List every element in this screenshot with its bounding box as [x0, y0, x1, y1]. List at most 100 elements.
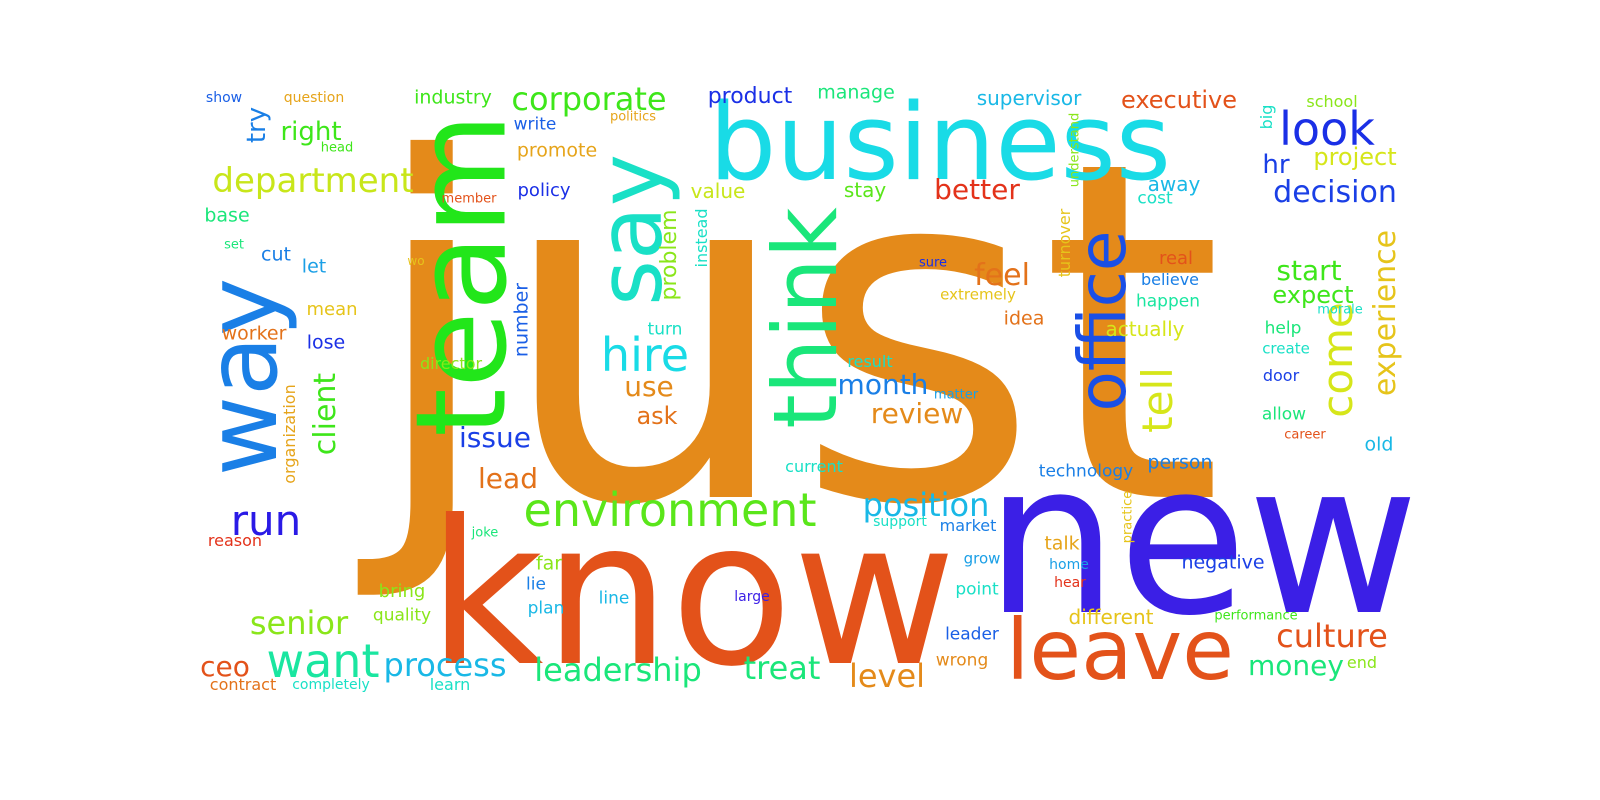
- word: understand: [1067, 112, 1083, 188]
- word: real: [1158, 248, 1194, 269]
- word: turn: [647, 319, 683, 340]
- word: end: [1346, 653, 1378, 672]
- word: actually: [1105, 317, 1185, 341]
- word: different: [1068, 605, 1154, 629]
- word: help: [1264, 318, 1302, 339]
- word: culture: [1276, 617, 1388, 655]
- word: base: [204, 204, 250, 227]
- word: hr: [1262, 150, 1290, 180]
- word: question: [283, 90, 345, 106]
- word: large: [734, 589, 770, 605]
- word: happen: [1135, 291, 1201, 312]
- word: feel: [974, 258, 1030, 293]
- word: support: [873, 514, 927, 530]
- word: ask: [636, 402, 678, 430]
- word: door: [1262, 366, 1300, 385]
- word: home: [1049, 557, 1089, 573]
- word: learn: [429, 675, 471, 694]
- word: quality: [372, 605, 432, 626]
- word: cut: [261, 243, 291, 266]
- word: show: [205, 90, 243, 106]
- word: matter: [933, 387, 979, 403]
- word: stay: [843, 178, 887, 202]
- word: worker: [221, 322, 287, 345]
- word: project: [1313, 143, 1397, 171]
- word: better: [934, 173, 1020, 206]
- word: morale: [1317, 302, 1363, 318]
- word: head: [320, 140, 354, 156]
- word: current: [785, 457, 843, 476]
- word: line: [598, 588, 630, 609]
- word: old: [1364, 433, 1394, 456]
- word: client: [308, 372, 343, 456]
- word: experience: [1368, 229, 1403, 397]
- word: start: [1276, 254, 1342, 287]
- word: policy: [517, 180, 571, 201]
- word: turnover: [1055, 208, 1074, 278]
- word: leader: [945, 624, 999, 645]
- word: leave: [1006, 601, 1234, 699]
- word: point: [955, 579, 999, 600]
- word: mean: [306, 299, 358, 320]
- word: problem: [657, 209, 682, 301]
- word: hear: [1054, 575, 1086, 591]
- word: grow: [963, 549, 1001, 568]
- word: level: [848, 657, 926, 695]
- word: joke: [471, 525, 499, 541]
- word: month: [837, 368, 929, 401]
- word: talk: [1044, 532, 1080, 555]
- word: school: [1306, 92, 1358, 111]
- word: lie: [526, 574, 546, 595]
- word: treat: [743, 649, 821, 687]
- word: know: [427, 478, 957, 711]
- word: decision: [1273, 175, 1397, 210]
- word: lead: [478, 462, 538, 495]
- word: want: [266, 634, 380, 688]
- word: expect: [1272, 281, 1354, 309]
- word: wrong: [935, 650, 989, 671]
- word: result: [847, 352, 893, 371]
- word: industry: [414, 86, 492, 109]
- word: process: [383, 646, 507, 684]
- word: promote: [516, 139, 598, 162]
- word: person: [1147, 451, 1213, 474]
- word: tell: [1133, 367, 1182, 433]
- word: position: [862, 486, 990, 524]
- word: negative: [1181, 551, 1265, 574]
- word: ceo: [200, 650, 250, 683]
- word: organization: [280, 384, 299, 484]
- word: director: [419, 354, 483, 373]
- word: instead: [692, 208, 711, 268]
- word: write: [513, 114, 557, 135]
- word: value: [690, 179, 746, 203]
- word: away: [1147, 172, 1201, 196]
- word: right: [280, 117, 342, 147]
- word: just: [366, 61, 1224, 608]
- word: reason: [207, 531, 263, 550]
- word: idea: [1003, 307, 1045, 330]
- word: try: [242, 106, 272, 144]
- word: far: [535, 552, 563, 575]
- word: run: [230, 496, 302, 545]
- word: department: [212, 161, 414, 201]
- word: performance: [1214, 608, 1298, 624]
- word: member: [441, 191, 497, 207]
- word: career: [1284, 427, 1326, 443]
- word: use: [624, 370, 674, 403]
- word: market: [939, 516, 997, 535]
- word: leadership: [534, 651, 702, 689]
- word: allow: [1261, 404, 1307, 425]
- word: manage: [817, 81, 895, 104]
- word: supervisor: [976, 86, 1082, 110]
- word: hire: [600, 328, 690, 382]
- word: completely: [292, 677, 370, 693]
- word: sure: [918, 255, 948, 271]
- word: business: [709, 81, 1171, 204]
- word: lose: [306, 331, 346, 354]
- word: let: [301, 255, 327, 278]
- word: look: [1279, 102, 1375, 156]
- word: technology: [1038, 461, 1134, 482]
- word: new: [984, 417, 1420, 662]
- word: bring: [378, 581, 426, 602]
